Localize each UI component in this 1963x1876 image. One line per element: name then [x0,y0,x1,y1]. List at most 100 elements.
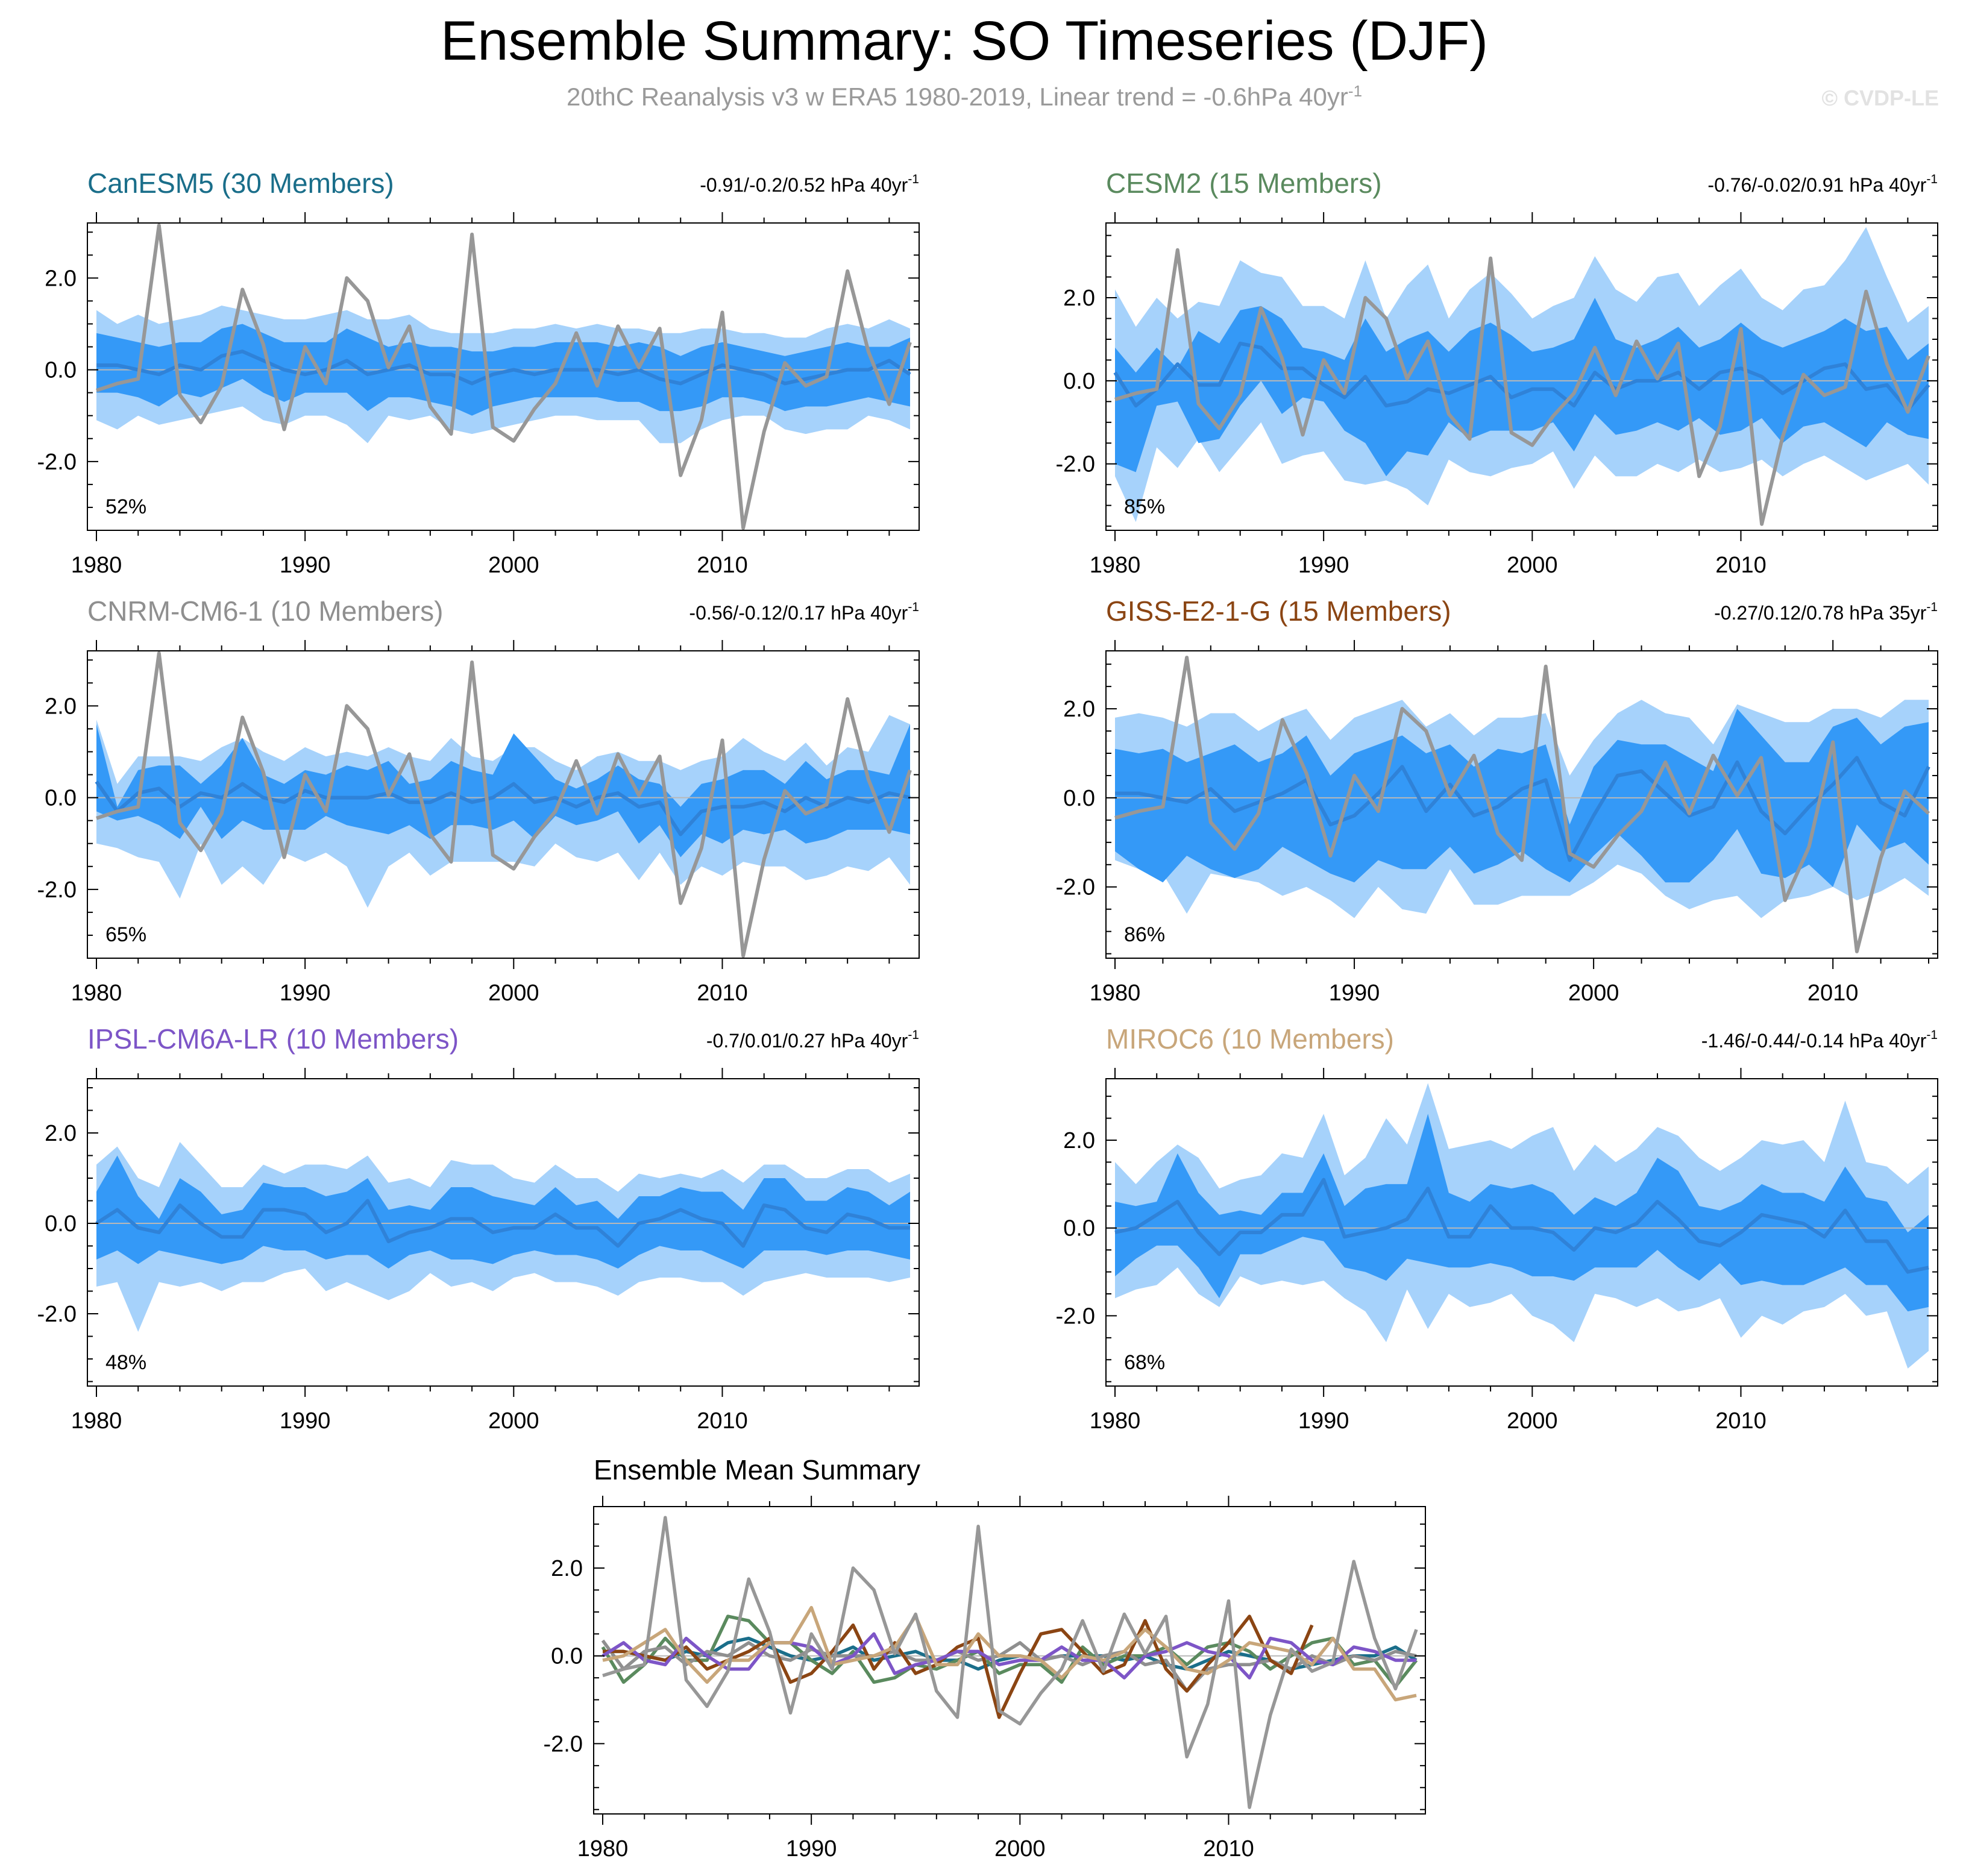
panel-cesm2: -2.0 0.0 2.0 1980 1990 2000 2010 CESM2 (15 Memb… [1056,168,1938,578]
y-tick-label: 2.0 [1063,697,1095,722]
observations-line [1114,656,1930,953]
panel-trend: -1.46/-0.44/-0.14 hPa 40yr-1 [1701,1028,1938,1052]
y-tick-label: 0.0 [1063,1216,1095,1241]
x-tick-label: 2000 [488,980,539,1006]
panel-title: IPSL-CM6A-LR (10 Members) [87,1023,459,1055]
figure-subtitle: 20thC Reanalysis v3 w ERA5 1980-2019, Li… [0,83,1929,110]
y-tick-label: 0.0 [45,786,77,811]
band-inner [96,1155,910,1269]
y-tick-label: -2.0 [1056,452,1095,477]
x-tick-label: 2010 [1715,553,1767,578]
plot-area [87,651,919,958]
x-tick-label: 2010 [697,1408,748,1434]
x-tick-label: 2000 [1507,553,1558,578]
y-tick-label: 0.0 [1063,369,1095,394]
x-tick-label: 1980 [577,1836,629,1862]
panel-trend-text: -0.7/0.01/0.27 hPa 40yr [706,1030,908,1052]
percent-label: 85% [1124,495,1165,518]
panel-trend-text: -0.56/-0.12/0.17 hPa 40yr [689,602,908,624]
x-tick-label: 2010 [1808,980,1859,1006]
band-inner [1115,298,1929,477]
watermark: © CVDP-LE [1821,86,1939,110]
plot-frame [87,650,920,959]
x-tick-label: 1980 [1090,553,1141,578]
x-tick-label: 1980 [1090,1408,1141,1434]
percent-label: 65% [105,923,146,946]
panel-trend: -0.91/-0.2/0.52 hPa 40yr-1 [700,172,919,196]
x-tick-label: 1990 [280,980,331,1006]
panel-trend-text: -0.91/-0.2/0.52 hPa 40yr [700,174,908,196]
plot-area [87,1142,919,1332]
y-tick-label: 2.0 [1063,1128,1095,1153]
y-tick-label: 0.0 [45,1211,77,1237]
percent-label: 48% [105,1351,146,1374]
panel-canesm5: -2.0 0.0 2.0 1980 1990 2000 2010 CanESM5 (30 Me… [37,168,920,578]
observations-line [96,651,912,958]
percent-label: 52% [105,495,146,518]
observations-line [96,223,912,530]
x-tick-label: 2010 [1715,1408,1767,1434]
y-tick-label: 2.0 [45,694,77,719]
panel-trend-sup: -1 [908,1028,919,1042]
x-tick-label: 2000 [488,1408,539,1434]
plot-frame [593,1506,1426,1815]
x-tick-label: 1980 [71,980,122,1006]
y-tick-label: -2.0 [1056,1303,1095,1329]
ensemble-mean-line [95,780,911,836]
panel-title: CESM2 (15 Members) [1106,168,1382,199]
series-line-ipsl-cm6a-lr [601,1632,1416,1680]
x-tick-label: 1980 [71,553,122,578]
series-line-20thc-reanalysis-v3-w-era5 [602,1516,1418,1809]
panel-trend-text: -0.27/0.12/0.78 hPa 35yr [1714,602,1927,624]
x-tick-label: 2000 [1568,980,1619,1006]
y-tick-label: 2.0 [45,1121,77,1146]
panel-title: MIROC6 (10 Members) [1106,1023,1394,1055]
panel-trend-sup: -1 [908,172,919,186]
panel-trend: -0.56/-0.12/0.17 hPa 40yr-1 [689,600,919,624]
series-line-cnrm-cm6-1 [601,1639,1417,1693]
y-tick-label: -2.0 [1056,875,1095,900]
x-tick-label: 2000 [1507,1408,1558,1434]
x-tick-label: 2010 [697,980,748,1006]
x-tick-label: 2010 [697,553,748,578]
plot-area [1106,1083,1938,1369]
ensemble-mean-line [95,1199,910,1248]
figure-subtitle-text: 20thC Reanalysis v3 w ERA5 1980-2019, Li… [566,83,1348,111]
plot-area [87,223,919,530]
y-tick-label: 0.0 [551,1644,583,1669]
series-line-miroc6 [602,1605,1417,1702]
plot-area [1106,227,1938,526]
y-tick-label: 2.0 [1063,286,1095,311]
x-tick-label: 2000 [488,553,539,578]
plot-frame [1105,650,1938,959]
x-tick-label: 2010 [1203,1836,1254,1862]
panel-trend-sup: -1 [1926,600,1938,614]
x-tick-label: 1990 [786,1836,837,1862]
panel-title: GISS-E2-1-G (15 Members) [1106,595,1451,627]
x-tick-label: 1980 [1090,980,1141,1006]
x-tick-label: 1990 [280,1408,331,1434]
figure-subtitle-sup: -1 [1348,82,1363,100]
ensemble-mean-line [1114,1178,1929,1274]
x-tick-label: 2000 [994,1836,1046,1862]
panel-title: CanESM5 (30 Members) [87,168,394,199]
panel-trend: -0.7/0.01/0.27 hPa 40yr-1 [706,1028,919,1052]
panel-cnrm: -2.0 0.0 2.0 1980 1990 2000 2010 CNRM-CM6-1 (10… [37,595,920,1006]
x-tick-label: 1990 [1298,1408,1349,1434]
panel-trend: -0.27/0.12/0.78 hPa 35yr-1 [1714,600,1938,624]
y-tick-label: 2.0 [551,1556,583,1581]
y-tick-label: 2.0 [45,266,77,291]
y-tick-label: 0.0 [45,358,77,383]
plot-frame [1105,222,1938,531]
panel-trend-sup: -1 [908,600,919,614]
panel-trend: -0.76/-0.02/0.91 hPa 40yr-1 [1707,172,1938,196]
x-tick-label: 1980 [71,1408,122,1434]
plot-frame [87,1078,920,1387]
band-inner [1115,1114,1929,1312]
panel-trend-sup: -1 [1926,172,1938,186]
y-tick-label: -2.0 [37,450,77,475]
y-tick-label: -2.0 [37,877,77,903]
percent-label: 68% [1124,1351,1165,1374]
